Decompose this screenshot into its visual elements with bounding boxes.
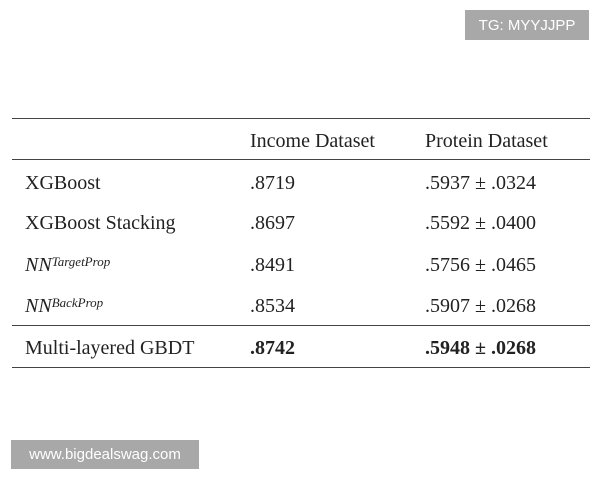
bottom-rule bbox=[12, 367, 590, 369]
header-protein: Protein Dataset bbox=[425, 130, 548, 152]
header-income: Income Dataset bbox=[250, 130, 375, 152]
row-protein: .5756 ± .0465 bbox=[425, 254, 536, 276]
row-method: XGBoost bbox=[25, 172, 101, 194]
row-protein: .5592 ± .0400 bbox=[425, 212, 536, 234]
row-method: NNTargetProp bbox=[25, 253, 110, 277]
watermark-bottom: www.bigdealswag.com bbox=[11, 440, 199, 469]
header-rule bbox=[12, 159, 590, 161]
row-income: .8491 bbox=[250, 254, 295, 276]
row-income-best: .8742 bbox=[250, 337, 295, 359]
row-method: XGBoost Stacking bbox=[25, 212, 176, 234]
method-base: NN bbox=[25, 254, 52, 276]
row-income: .8534 bbox=[250, 295, 295, 317]
method-superscript: TargetProp bbox=[51, 254, 111, 269]
row-protein: .5907 ± .0268 bbox=[425, 295, 536, 317]
method-superscript: BackProp bbox=[51, 295, 104, 310]
method-base: NN bbox=[25, 295, 52, 317]
watermark-top: TG: MYYJJPP bbox=[465, 10, 589, 40]
row-method: Multi-layered GBDT bbox=[25, 337, 195, 359]
row-method: NNBackProp bbox=[25, 294, 103, 318]
row-protein: .5937 ± .0324 bbox=[425, 172, 536, 194]
row-income: .8697 bbox=[250, 212, 295, 234]
row-income: .8719 bbox=[250, 172, 295, 194]
mid-rule bbox=[12, 325, 590, 327]
top-rule bbox=[12, 118, 590, 120]
row-protein-best: .5948 ± .0268 bbox=[425, 337, 536, 359]
